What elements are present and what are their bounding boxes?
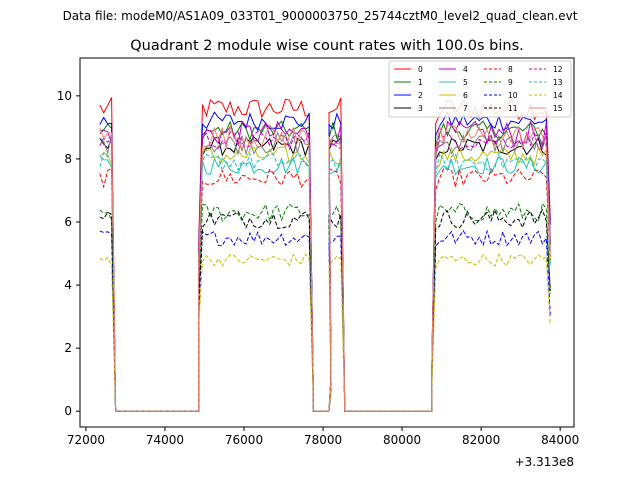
- legend-label-0: 0: [418, 65, 423, 74]
- x-tick-label: 84000: [541, 433, 579, 447]
- series-line-15: [99, 124, 551, 412]
- series-line-14: [99, 253, 551, 412]
- y-axis: 0 2 4 6 8 10: [57, 89, 80, 418]
- series-line-6: [99, 145, 551, 412]
- legend-label-9: 9: [508, 78, 513, 87]
- legend-label-11: 11: [508, 104, 518, 113]
- legend-label-5: 5: [463, 78, 468, 87]
- series-line-11: [99, 208, 551, 412]
- series-line-7: [99, 131, 551, 412]
- x-tick-label: 82000: [462, 433, 500, 447]
- legend-label-2: 2: [418, 91, 423, 100]
- legend-label-6: 6: [463, 91, 468, 100]
- series-line-4: [99, 120, 551, 412]
- series-line-1: [99, 120, 551, 412]
- y-tick-label: 0: [64, 404, 72, 418]
- y-tick-label: 2: [64, 341, 72, 355]
- x-tick-label: 72000: [67, 433, 105, 447]
- x-tick-label: 76000: [225, 433, 263, 447]
- legend-label-14: 14: [553, 91, 563, 100]
- x-axis: 72000 74000 76000 78000 80000 82000 84000: [67, 427, 579, 447]
- plot-frame: [79, 57, 575, 428]
- series-line-3: [99, 136, 551, 412]
- legend-label-4: 4: [463, 65, 468, 74]
- x-tick-label: 78000: [304, 433, 342, 447]
- legend-label-1: 1: [418, 78, 423, 87]
- x-offset-label: +3.313e8: [515, 455, 574, 469]
- series-line-2: [99, 110, 551, 412]
- legend-label-7: 7: [463, 104, 468, 113]
- legend-box: [388, 60, 572, 118]
- x-tick-label: 74000: [146, 433, 184, 447]
- series-line-10: [99, 229, 551, 412]
- y-tick-label: 6: [64, 215, 72, 229]
- legend-label-3: 3: [418, 104, 423, 113]
- legend-label-13: 13: [553, 78, 563, 87]
- legend-label-10: 10: [508, 91, 518, 100]
- series-line-9: [99, 202, 551, 412]
- chart-title: Quadrant 2 module wise count rates with …: [130, 38, 524, 54]
- series-line-0: [99, 97, 551, 412]
- x-tick-label: 80000: [383, 433, 421, 447]
- legend-label-12: 12: [553, 65, 563, 74]
- legend-label-8: 8: [508, 65, 513, 74]
- series-line-13: [99, 151, 551, 412]
- legend-label-15: 15: [553, 104, 563, 113]
- y-tick-label: 8: [64, 152, 72, 166]
- series-line-5: [99, 154, 551, 412]
- chart-suptitle: Data file: modeM0/AS1A09_033T01_90000037…: [63, 9, 578, 23]
- series-line-8: [99, 167, 551, 412]
- y-tick-label: 10: [57, 89, 72, 103]
- plot-lines: [99, 97, 551, 412]
- y-tick-label: 4: [64, 278, 72, 292]
